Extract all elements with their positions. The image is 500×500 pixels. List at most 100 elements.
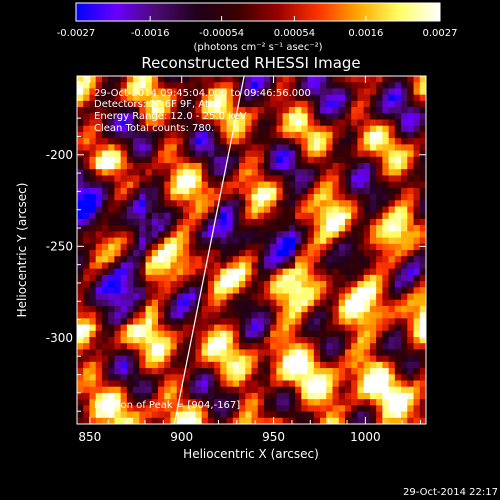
heatmap-cell xyxy=(232,218,240,226)
heatmap-cell xyxy=(83,175,90,183)
heatmap-cell xyxy=(133,337,140,344)
heatmap-cell xyxy=(376,281,383,288)
heatmap-cell xyxy=(257,281,265,288)
heatmap-cell xyxy=(195,256,203,263)
heatmap-cell xyxy=(89,380,97,388)
heatmap-cell xyxy=(413,399,421,406)
heatmap-cell xyxy=(220,380,227,388)
heatmap-cell xyxy=(332,175,340,183)
heatmap-cell xyxy=(139,218,146,226)
heatmap-cell xyxy=(133,268,140,276)
heatmap-cell xyxy=(401,374,408,381)
heatmap-cell xyxy=(407,138,414,145)
heatmap-cell xyxy=(419,218,426,226)
heatmap-cell xyxy=(182,386,190,394)
heatmap-cell xyxy=(108,281,115,288)
heatmap-cell xyxy=(257,293,265,301)
heatmap-cell xyxy=(295,281,302,288)
heatmap-cell xyxy=(114,386,122,394)
heatmap-cell xyxy=(77,405,84,412)
heatmap-cell xyxy=(176,88,184,96)
heatmap-cell xyxy=(133,318,140,325)
heatmap-cell xyxy=(176,399,184,406)
heatmap-cell xyxy=(201,113,209,120)
heatmap-cell xyxy=(307,94,315,102)
heatmap-cell xyxy=(133,305,140,313)
heatmap-cell xyxy=(176,187,184,195)
heatmap-cell xyxy=(257,355,265,363)
heatmap-cell xyxy=(282,237,290,245)
heatmap-cell xyxy=(326,82,333,89)
heatmap-cell xyxy=(251,368,259,375)
heatmap-cell xyxy=(114,206,122,214)
heatmap-cell xyxy=(307,405,315,412)
heatmap-cell xyxy=(220,125,227,133)
heatmap-cell xyxy=(382,225,390,232)
heatmap-cell xyxy=(307,305,315,313)
heatmap-cell xyxy=(407,225,414,232)
heatmap-cell xyxy=(376,380,383,388)
heatmap-cell xyxy=(120,318,128,325)
heatmap-cell xyxy=(332,305,340,313)
heatmap-cell xyxy=(351,361,358,369)
heatmap-image xyxy=(77,76,426,424)
heatmap-cell xyxy=(257,200,265,207)
heatmap-cell xyxy=(170,374,178,381)
heatmap-cell xyxy=(133,150,140,158)
heatmap-cell xyxy=(251,312,259,319)
heatmap-cell xyxy=(326,250,333,257)
heatmap-cell xyxy=(407,305,414,313)
heatmap-cell xyxy=(419,330,426,338)
heatmap-cell xyxy=(145,318,153,325)
heatmap-cell xyxy=(95,100,103,108)
heatmap-cell xyxy=(257,343,265,350)
heatmap-cell xyxy=(89,312,97,319)
heatmap-cell xyxy=(363,138,371,145)
heatmap-cell xyxy=(307,268,315,276)
heatmap-cell xyxy=(388,405,396,412)
heatmap-cell xyxy=(239,150,246,158)
heatmap-cell xyxy=(195,231,203,238)
heatmap-cell xyxy=(101,417,109,424)
heatmap-cell xyxy=(164,417,171,424)
heatmap-cell xyxy=(282,200,290,207)
heatmap-cell xyxy=(419,107,426,114)
heatmap-cell xyxy=(151,380,159,388)
heatmap-cell xyxy=(239,243,246,251)
heatmap-cell xyxy=(307,368,315,375)
heatmap-cell xyxy=(320,243,327,251)
heatmap-cell xyxy=(288,76,296,83)
heatmap-cell xyxy=(176,312,184,319)
heatmap-cell xyxy=(326,324,333,332)
heatmap-cell xyxy=(195,100,203,108)
heatmap-cell xyxy=(276,94,284,102)
heatmap-cell xyxy=(263,225,271,232)
heatmap-cell xyxy=(101,349,109,357)
heatmap-cell xyxy=(413,411,421,419)
heatmap-cell xyxy=(239,187,246,195)
heatmap-cell xyxy=(214,374,221,381)
heatmap-cell xyxy=(139,399,146,406)
heatmap-cell xyxy=(151,262,159,270)
heatmap-cell xyxy=(220,138,227,145)
heatmap-cell xyxy=(226,324,234,332)
heatmap-cell xyxy=(320,131,327,139)
heatmap-cell xyxy=(344,88,352,96)
heatmap-cell xyxy=(388,324,396,332)
heatmap-cell xyxy=(282,274,290,282)
heatmap-cell xyxy=(276,281,284,288)
heatmap-cell xyxy=(83,150,90,158)
heatmap-cell xyxy=(145,100,153,108)
heatmap-cell xyxy=(332,200,340,207)
heatmap-cell xyxy=(182,125,190,133)
heatmap-cell xyxy=(276,274,284,282)
heatmap-cell xyxy=(89,411,97,419)
heatmap-cell xyxy=(344,392,352,400)
heatmap-cell xyxy=(326,318,333,325)
heatmap-cell xyxy=(220,206,227,214)
heatmap-cell xyxy=(77,212,84,220)
heatmap-cell xyxy=(344,237,352,245)
heatmap-cell xyxy=(77,169,84,176)
heatmap-cell xyxy=(407,150,414,158)
heatmap-cell xyxy=(401,107,408,114)
